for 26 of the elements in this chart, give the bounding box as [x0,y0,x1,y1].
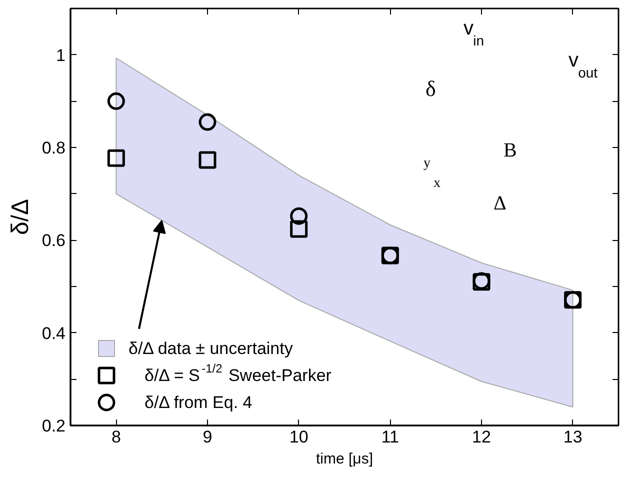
legend-label: δ/Δ from Eq. 4 [144,393,252,412]
point [290,207,308,225]
annotation: x [434,176,440,191]
y-tick-label: 0.2 [42,416,66,436]
y-axis-title: δ/Δ [6,198,34,236]
annotation: Δ [494,192,506,214]
x-axis-title: time [μs] [316,450,373,468]
point [198,151,216,169]
point [198,113,216,131]
x-tick-label: 10 [289,428,308,446]
x-tick-label: 13 [563,428,582,446]
x-tick-label: 11 [381,428,399,446]
point [107,92,125,110]
legend-label: δ/Δ data ± uncertainty [128,339,294,358]
annotation: y [424,156,430,171]
annotation: B [504,140,517,162]
x-tick-label: 8 [111,428,121,446]
y-tick-label: 0.8 [42,138,66,158]
x-tick-label: 9 [202,428,212,446]
y-tick-label: 0.4 [42,324,66,343]
point [290,220,308,238]
annotation: δ [426,76,436,101]
point [107,149,125,167]
x-tick-label: 12 [472,428,491,446]
y-tick-label: 0.6 [42,231,66,250]
y-tick-label: 1 [56,46,66,65]
